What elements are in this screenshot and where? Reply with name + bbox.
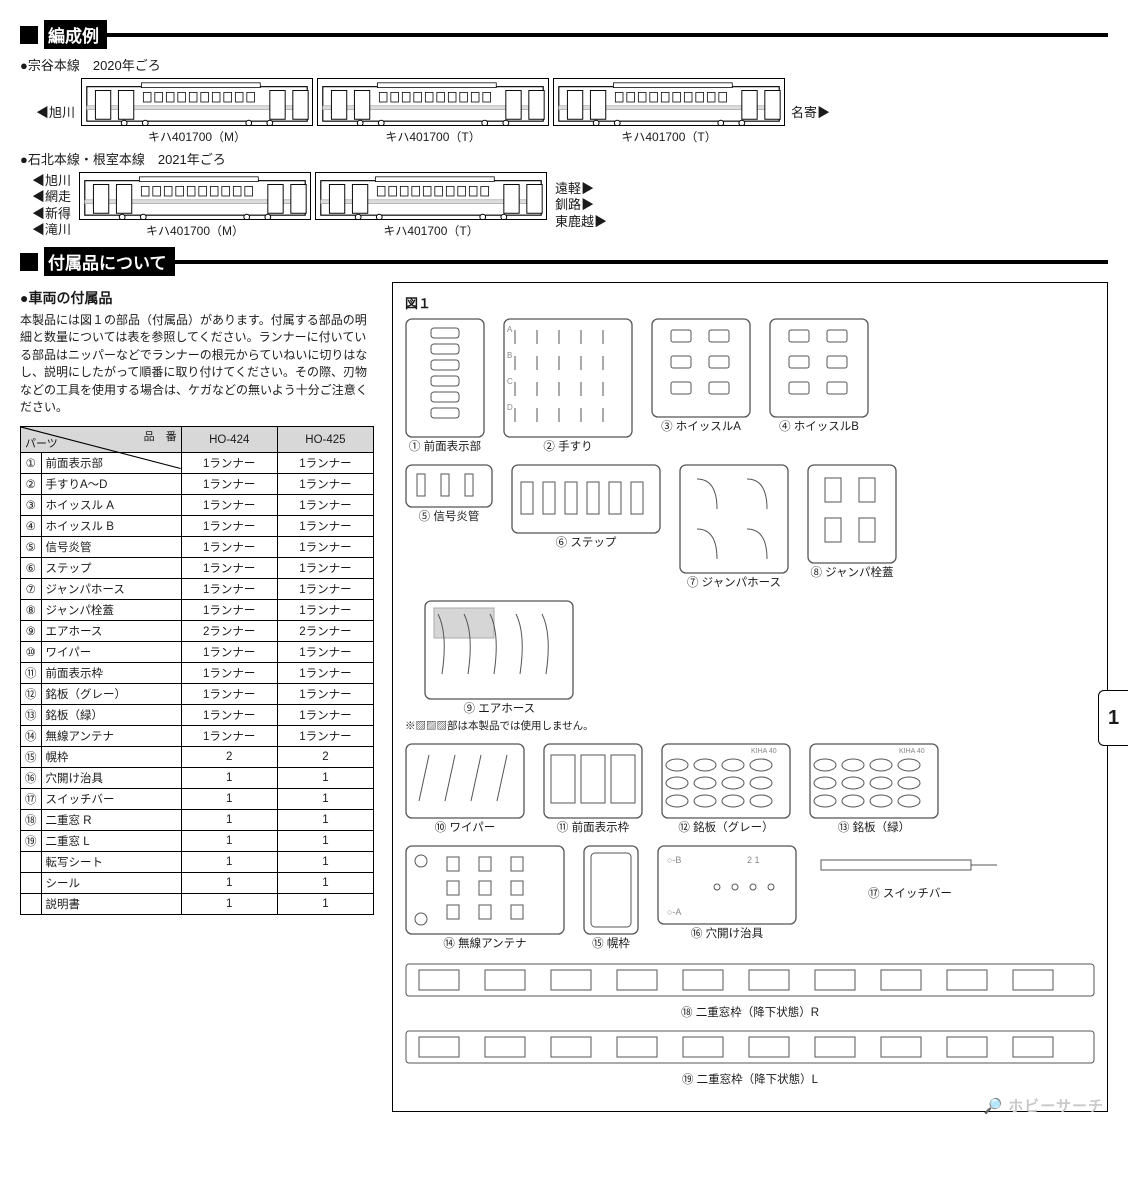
car: キハ401700（M） [81, 78, 313, 145]
figure-part: ① 前面表示部 [405, 318, 485, 454]
figure-part: ⑧ ジャンパ栓蓋 [807, 464, 897, 590]
formation1-line: ●宗谷本線 2020年ごろ [20, 55, 1108, 74]
dest-left-list: ◀旭川◀網走◀新得◀滝川 [32, 173, 71, 238]
table-row: シール11 [21, 873, 374, 894]
figure-part: ⑨ エアホース※▨▨▨部は本製品では使用しません。 [405, 600, 594, 733]
figure-part: ⑦ ジャンパホース [679, 464, 789, 590]
accessories-body: 本製品には図１の部品（付属品）があります。付属する部品の明細と数量については表を… [20, 312, 374, 416]
figure-box: 図１ ① 前面表示部ABCD② 手すり③ ホイッスルA④ ホイッスルB ⑤ 信号… [392, 282, 1108, 1112]
section-bar [175, 260, 1109, 264]
table-row: ③ホイッスル A1ランナー1ランナー [21, 495, 374, 516]
svg-text:○-B: ○-B [667, 855, 681, 865]
watermark: 🔎 ホビーサーチ [983, 1095, 1104, 1116]
figure-part: ⑮ 幌枠 [583, 845, 639, 951]
table-row: ⑬銘板（緑）1ランナー1ランナー [21, 705, 374, 726]
svg-text:KIHA 40: KIHA 40 [899, 748, 925, 755]
table-row: ⑰スイッチバー11 [21, 789, 374, 810]
parts-table: パーツ 品 番 HO-424 HO-425 ①前面表示部1ランナー1ランナー②手… [20, 426, 374, 915]
accessories-subhead: ●車両の付属品 [20, 288, 374, 308]
section-title: 付属品について [44, 247, 175, 276]
svg-text:KIHA 40: KIHA 40 [751, 748, 777, 755]
section-header-accessories: 付属品について [20, 247, 1108, 276]
car: キハ401700（M） [79, 172, 311, 239]
table-row: 説明書11 [21, 894, 374, 915]
figure-title: 図１ [405, 293, 1095, 312]
svg-text:D: D [507, 403, 513, 412]
figure-part: KIHA 40⑫ 銘板（グレー） [661, 743, 791, 835]
figure-note: ※▨▨▨部は本製品では使用しません。 [405, 718, 594, 733]
section-marker [20, 26, 38, 44]
table-row: ⑫銘板（グレー）1ランナー1ランナー [21, 684, 374, 705]
dest-right-list: 遠軽▶釧路▶東鹿越▶ [555, 181, 607, 230]
table-row: ④ホイッスル B1ランナー1ランナー [21, 516, 374, 537]
dest-label: ◀新得 [32, 206, 71, 222]
table-row: ⑮幌枠22 [21, 747, 374, 768]
svg-text:B: B [507, 351, 512, 360]
dest-label: ◀滝川 [32, 222, 71, 238]
dest-label: 遠軽▶ [555, 181, 607, 197]
section-marker [20, 253, 38, 271]
col-ho424: HO-424 [181, 427, 277, 453]
figure-part: ④ ホイッスルB [769, 318, 869, 454]
svg-text:A: A [507, 325, 513, 334]
figure-part: ⑰ スイッチバー [815, 845, 1005, 951]
dest-label: 東鹿越▶ [555, 214, 607, 230]
dest-left: ◀旭川 [36, 102, 75, 121]
figure-part: ⑭ 無線アンテナ [405, 845, 565, 951]
table-row: ⑥ステップ1ランナー1ランナー [21, 558, 374, 579]
table-row: ⑩ワイパー1ランナー1ランナー [21, 642, 374, 663]
section-header-formation: 編成例 [20, 20, 1108, 49]
table-row: ⑪前面表示枠1ランナー1ランナー [21, 663, 374, 684]
car: キハ401700（T） [317, 78, 549, 145]
table-row: ⑧ジャンパ栓蓋1ランナー1ランナー [21, 600, 374, 621]
table-row: ⑨エアホース2ランナー2ランナー [21, 621, 374, 642]
table-row: ⑯穴開け治具11 [21, 768, 374, 789]
formation2: ◀旭川◀網走◀新得◀滝川 キハ401700（M） キハ401700（T） 遠軽▶… [32, 172, 1108, 239]
figure-part-long: ⑱ 二重窓枠（降下状態）R [405, 963, 1095, 1020]
formation1: ◀旭川 キハ401700（M） キハ401700（T） キハ401700（T） … [32, 78, 1108, 145]
svg-text:2 1: 2 1 [747, 855, 760, 865]
table-row: ⑱二重窓 R11 [21, 810, 374, 831]
car: キハ401700（T） [553, 78, 785, 145]
col-ho425: HO-425 [277, 427, 373, 453]
svg-text:○-A: ○-A [667, 907, 681, 917]
section-title: 編成例 [44, 20, 107, 49]
table-row: ⑭無線アンテナ1ランナー1ランナー [21, 726, 374, 747]
dest-right: 名寄▶ [791, 102, 830, 121]
page-tab: 1 [1098, 690, 1128, 746]
formation2-line: ●石北本線・根室本線 2021年ごろ [20, 149, 1108, 168]
figure-part: KIHA 40⑬ 銘板（緑） [809, 743, 939, 835]
dest-label: ◀網走 [32, 189, 71, 205]
figure-part: ⑩ ワイパー [405, 743, 525, 835]
table-row: 転写シート11 [21, 852, 374, 873]
car: キハ401700（T） [315, 172, 547, 239]
table-row: ⑲二重窓 L11 [21, 831, 374, 852]
figure-part: 2 1○-B○-A⑯ 穴開け治具 [657, 845, 797, 951]
dest-label: ◀旭川 [32, 173, 71, 189]
figure-part: ⑪ 前面表示枠 [543, 743, 643, 835]
table-corner: パーツ 品 番 [21, 427, 182, 453]
table-row: ②手すりA〜D1ランナー1ランナー [21, 474, 374, 495]
table-row: ⑤信号炎管1ランナー1ランナー [21, 537, 374, 558]
table-row: ⑦ジャンパホース1ランナー1ランナー [21, 579, 374, 600]
svg-text:C: C [507, 377, 513, 386]
figure-part: ABCD② 手すり [503, 318, 633, 454]
section-bar [107, 33, 1108, 37]
dest-label: 釧路▶ [555, 197, 607, 213]
figure-part-long: ⑲ 二重窓枠（降下状態）L [405, 1030, 1095, 1087]
figure-part: ③ ホイッスルA [651, 318, 751, 454]
figure-part: ⑤ 信号炎管 [405, 464, 493, 590]
figure-part: ⑥ ステップ [511, 464, 661, 590]
